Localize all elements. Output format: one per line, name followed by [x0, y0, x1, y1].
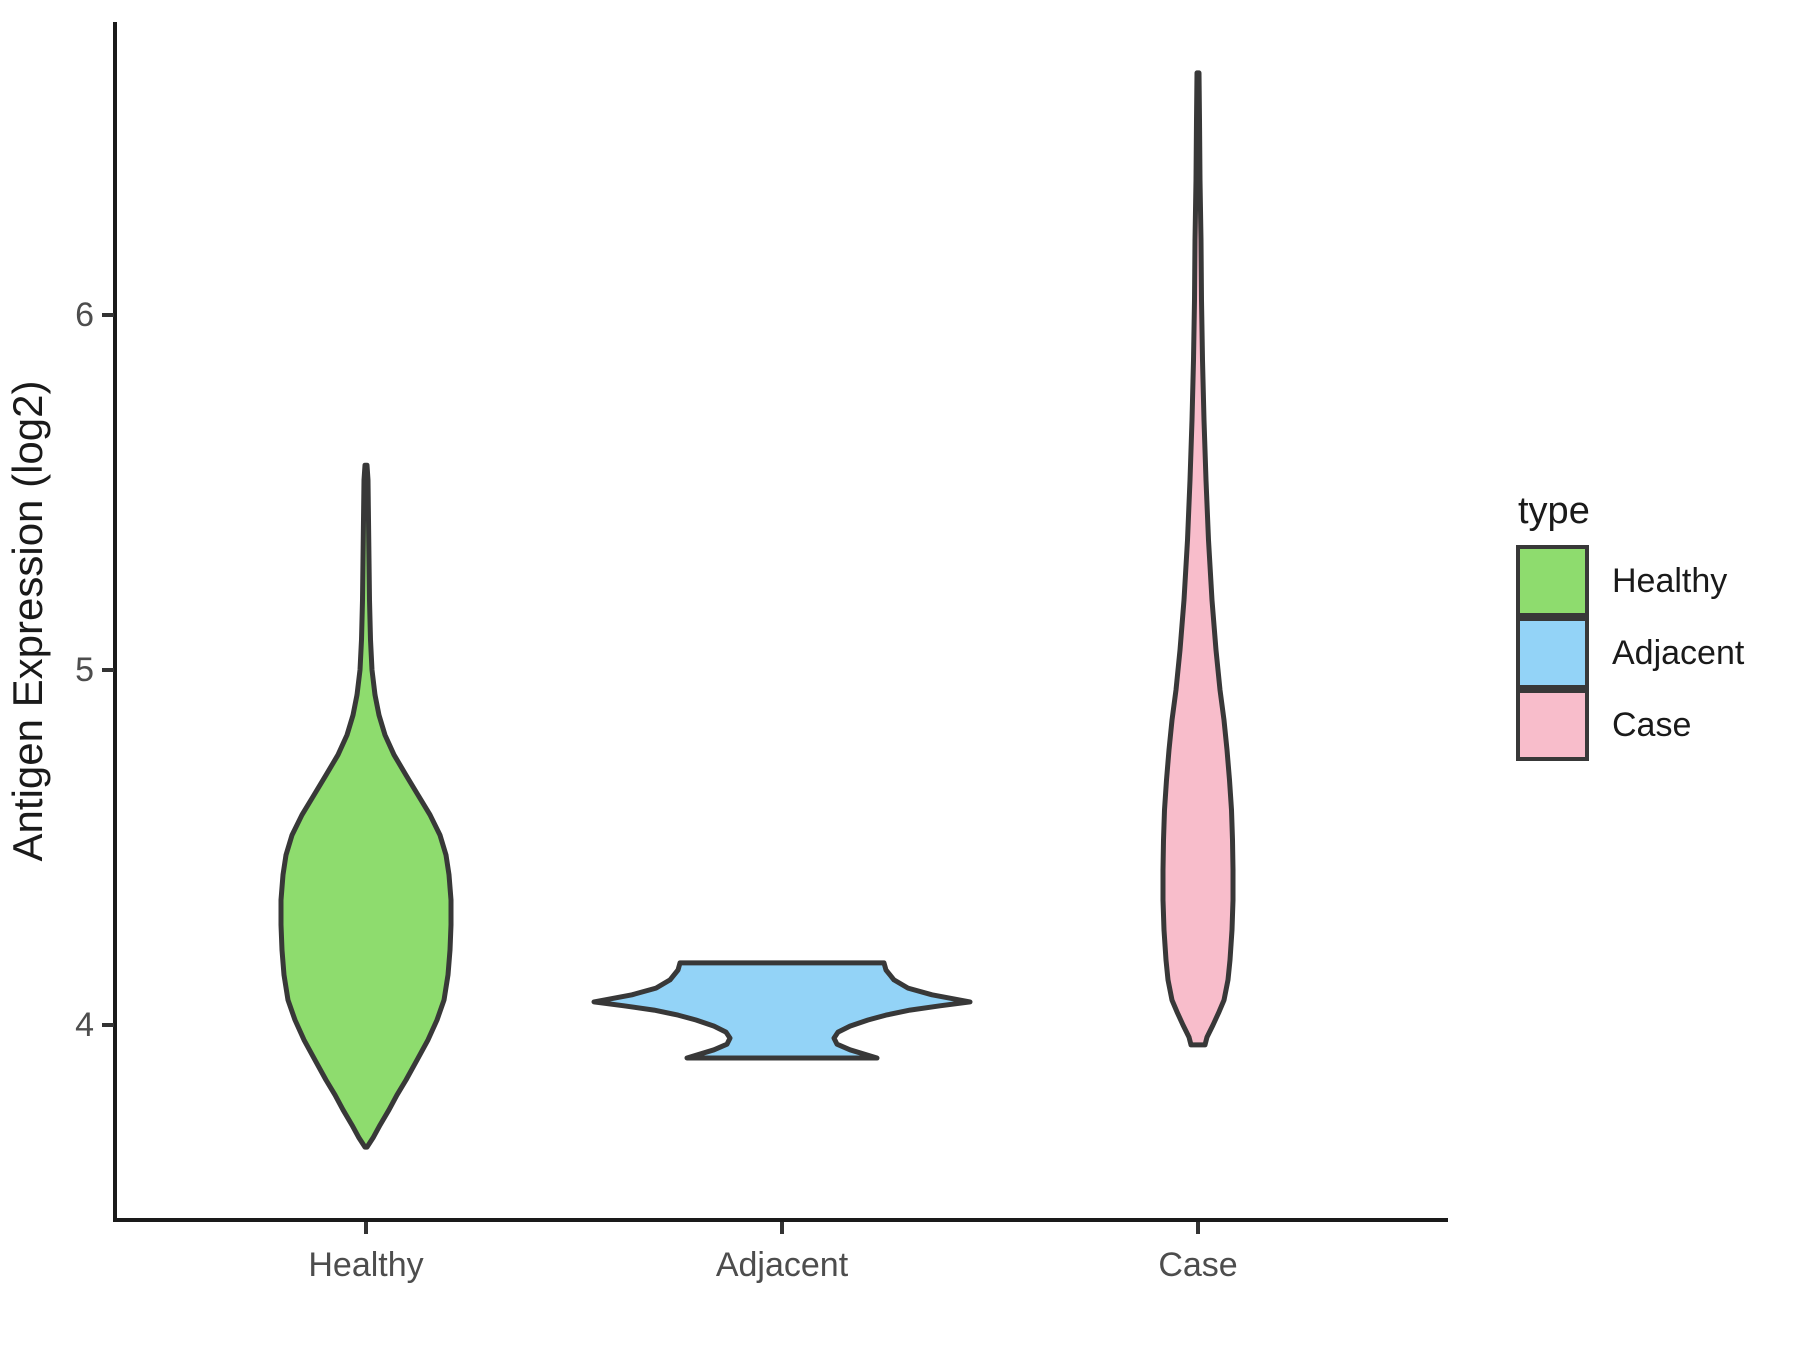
x-tick-label-healthy: Healthy — [308, 1246, 423, 1284]
y-tick-label-6: 6 — [75, 296, 94, 334]
y-tick-label-5: 5 — [75, 651, 94, 689]
violin-adjacent — [591, 960, 973, 1061]
legend-entries: Healthy Adjacent Case — [1516, 545, 1745, 761]
legend: type Healthy Adjacent Case — [1516, 490, 1745, 761]
violin-healthy — [278, 462, 454, 1150]
legend-label-case: Case — [1612, 706, 1691, 744]
violins-layer — [278, 70, 1236, 1150]
y-axis-title: Antigen Expression (log2) — [4, 381, 51, 862]
x-tick-label-adjacent: Adjacent — [716, 1246, 849, 1284]
x-axis-ticks: Healthy Adjacent Case — [308, 1222, 1238, 1284]
legend-title: type — [1518, 490, 1590, 532]
legend-swatch-healthy — [1516, 545, 1589, 617]
axis-lines — [113, 22, 1448, 1222]
y-axis-ticks: 4 5 6 — [75, 296, 114, 1044]
legend-swatch-adjacent — [1516, 617, 1589, 689]
legend-label-adjacent: Adjacent — [1612, 634, 1745, 672]
violin-case — [1160, 70, 1236, 1048]
legend-label-healthy: Healthy — [1612, 562, 1727, 600]
x-tick-label-case: Case — [1158, 1246, 1237, 1284]
legend-swatch-case — [1516, 689, 1589, 761]
y-tick-label-4: 4 — [75, 1006, 94, 1044]
